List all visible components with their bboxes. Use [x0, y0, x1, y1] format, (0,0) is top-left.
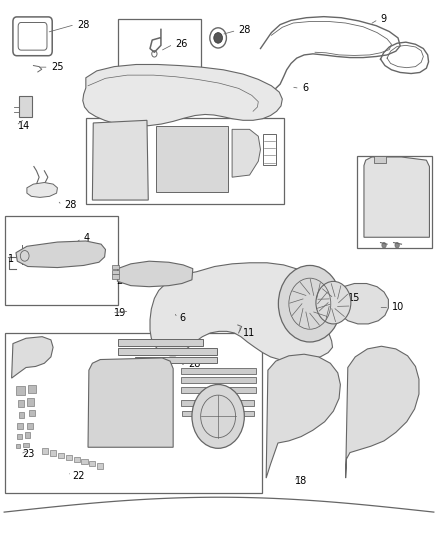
Text: 22: 22: [73, 472, 85, 481]
Bar: [18, 400, 24, 407]
Polygon shape: [27, 182, 57, 197]
Text: 15: 15: [348, 293, 360, 303]
Text: 6: 6: [180, 313, 186, 323]
Bar: [112, 270, 119, 274]
Bar: [374, 157, 386, 163]
Text: 23: 23: [22, 449, 35, 459]
Bar: [23, 443, 28, 447]
Polygon shape: [266, 354, 340, 478]
Text: 4: 4: [84, 233, 90, 244]
Polygon shape: [364, 157, 429, 237]
Bar: [27, 398, 34, 406]
Bar: [180, 400, 254, 406]
Bar: [16, 444, 20, 448]
Polygon shape: [346, 346, 419, 478]
Text: 28: 28: [64, 200, 76, 211]
Polygon shape: [16, 241, 106, 268]
Bar: [58, 453, 64, 458]
Circle shape: [395, 243, 399, 248]
Bar: [42, 448, 48, 454]
Bar: [19, 351, 30, 367]
Text: 17: 17: [99, 149, 111, 159]
Text: 11: 11: [243, 328, 255, 338]
Bar: [180, 386, 256, 393]
Bar: [81, 459, 88, 464]
Polygon shape: [92, 120, 148, 200]
Bar: [19, 96, 32, 117]
Text: 24: 24: [117, 277, 129, 286]
Text: 1: 1: [8, 254, 14, 263]
Bar: [135, 357, 217, 364]
Polygon shape: [150, 263, 332, 361]
Bar: [112, 274, 119, 279]
Bar: [16, 385, 25, 395]
Bar: [17, 434, 21, 439]
Text: 28: 28: [77, 20, 89, 30]
Text: 6: 6: [302, 83, 308, 93]
Polygon shape: [83, 64, 283, 126]
Text: 25: 25: [51, 62, 64, 72]
Text: 5: 5: [18, 351, 25, 361]
Circle shape: [382, 243, 386, 248]
Text: 10: 10: [392, 302, 404, 312]
Bar: [50, 450, 56, 456]
Polygon shape: [12, 337, 53, 378]
Text: 2: 2: [29, 188, 35, 198]
Circle shape: [192, 384, 244, 448]
Polygon shape: [88, 358, 173, 447]
Bar: [74, 457, 80, 462]
Bar: [25, 432, 30, 438]
Text: 12: 12: [400, 199, 413, 209]
Bar: [27, 423, 33, 429]
Polygon shape: [232, 130, 261, 177]
Text: 19: 19: [114, 308, 127, 318]
Text: 18: 18: [295, 476, 307, 486]
Bar: [89, 461, 95, 466]
Circle shape: [316, 281, 351, 324]
Bar: [19, 411, 24, 418]
Text: 28: 28: [188, 359, 201, 369]
Text: 28: 28: [239, 26, 251, 36]
Text: 9: 9: [381, 14, 387, 25]
Bar: [182, 411, 254, 416]
Bar: [97, 463, 103, 469]
Bar: [28, 384, 35, 393]
Bar: [29, 410, 35, 416]
Bar: [263, 134, 276, 165]
Bar: [118, 348, 217, 356]
Bar: [118, 339, 203, 346]
Circle shape: [214, 33, 223, 43]
Polygon shape: [118, 261, 193, 287]
Circle shape: [279, 265, 341, 342]
Bar: [112, 265, 119, 269]
Bar: [180, 377, 256, 383]
Text: 26: 26: [175, 39, 188, 49]
Bar: [66, 455, 72, 460]
Polygon shape: [338, 284, 389, 324]
Text: 14: 14: [18, 120, 30, 131]
Polygon shape: [155, 126, 228, 192]
Bar: [17, 423, 22, 429]
Bar: [180, 368, 256, 374]
